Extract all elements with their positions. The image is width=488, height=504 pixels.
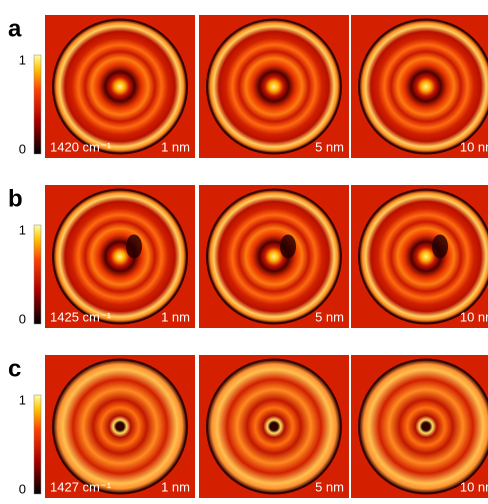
scale-label: 10 nm <box>460 139 488 154</box>
colorbar-max: 1 <box>19 52 26 67</box>
colorbar <box>34 395 41 494</box>
colorbar-max: 1 <box>19 222 26 237</box>
scale-label: 5 nm <box>315 479 344 494</box>
row-label: c <box>8 355 21 382</box>
scale-label: 1 nm <box>161 309 190 324</box>
colorbar <box>34 55 41 154</box>
wavenumber: 1427 cm⁻¹ <box>50 479 112 494</box>
scale-label: 10 nm <box>460 479 488 494</box>
wavenumber: 1425 cm⁻¹ <box>50 309 112 324</box>
scale-label: 5 nm <box>315 139 344 154</box>
scale-label: 1 nm <box>161 139 190 154</box>
colorbar-min: 0 <box>19 311 26 326</box>
dark-spot <box>280 235 296 259</box>
row-label: b <box>8 185 23 212</box>
colorbar <box>34 225 41 324</box>
colorbar-min: 0 <box>19 141 26 156</box>
dark-spot <box>432 235 448 259</box>
colorbar-min: 0 <box>19 481 26 496</box>
row-label: a <box>8 15 22 42</box>
scale-label: 10 nm <box>460 309 488 324</box>
figure: a 1 0 1420 cm⁻¹ 1 nm 5 nm 10 nm b 1 0 1425 cm⁻¹ 1 n… <box>0 0 488 504</box>
wavenumber: 1420 cm⁻¹ <box>50 139 112 154</box>
scale-label: 5 nm <box>315 309 344 324</box>
scale-label: 1 nm <box>161 479 190 494</box>
dark-spot <box>126 235 142 259</box>
colorbar-max: 1 <box>19 392 26 407</box>
